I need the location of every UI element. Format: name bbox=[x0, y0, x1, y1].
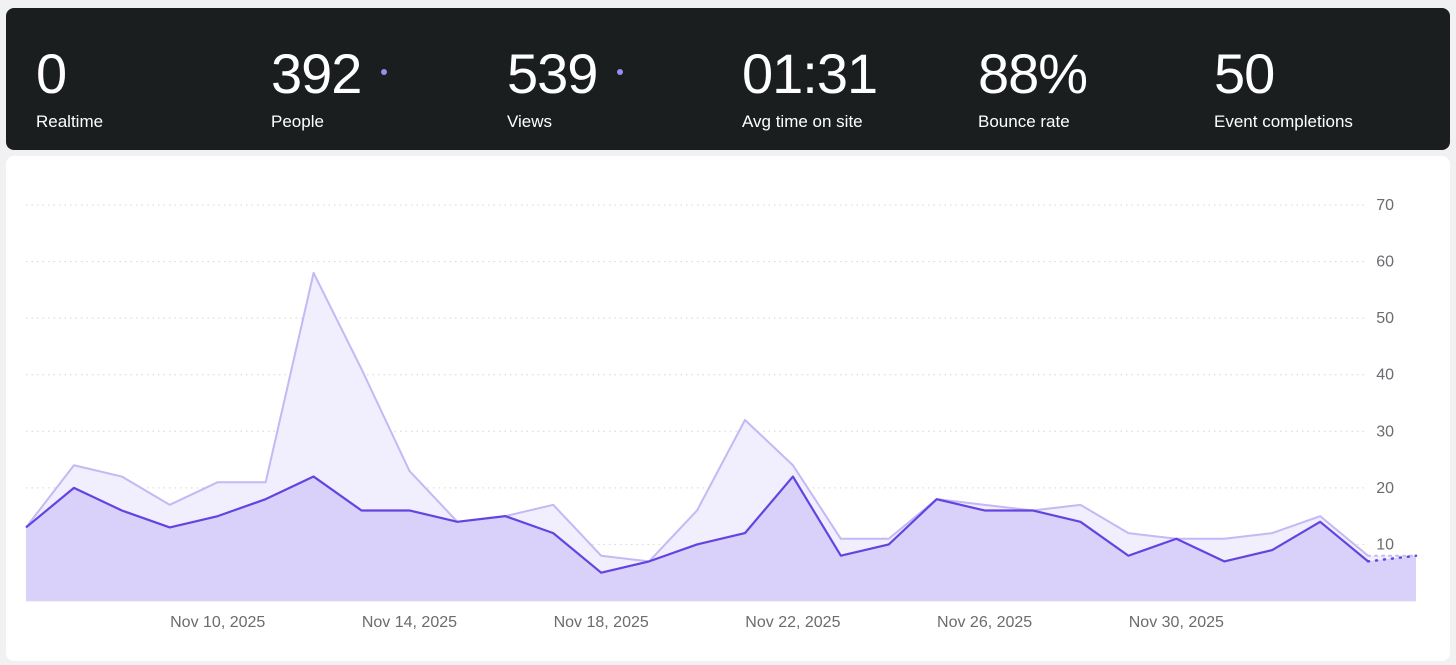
stat-label: Bounce rate bbox=[978, 112, 1070, 131]
people-line bbox=[25, 475, 1369, 574]
stat-value: 0 bbox=[36, 42, 67, 105]
y-tick-label: 60 bbox=[1376, 254, 1394, 271]
stat-label: Event completions bbox=[1214, 112, 1353, 131]
y-tick-label: 40 bbox=[1376, 367, 1394, 384]
x-tick-label: Nov 10, 2025 bbox=[170, 614, 265, 631]
x-tick-label: Nov 26, 2025 bbox=[937, 614, 1032, 631]
stat-label: Realtime bbox=[36, 112, 104, 131]
series-dot-icon bbox=[617, 69, 623, 75]
stat-label: People bbox=[271, 112, 324, 131]
traffic-area-chart[interactable]: 10 20 30 40 50 60 70 Nov 10, 2025 Nov 14, 2025 No… bbox=[6, 156, 1450, 661]
stat-label: Views bbox=[507, 112, 553, 131]
chart-card: 10 20 30 40 50 60 70 Nov 10, 2025 Nov 14, 2025 No… bbox=[6, 156, 1450, 661]
series-dot-icon bbox=[381, 69, 387, 75]
y-tick-label: 30 bbox=[1376, 423, 1394, 440]
y-tick-label: 50 bbox=[1376, 310, 1394, 327]
stat-value: 539 bbox=[507, 42, 598, 105]
y-tick-label: 70 bbox=[1376, 197, 1394, 214]
x-tick-label: Nov 14, 2025 bbox=[362, 614, 457, 631]
y-tick-label: 20 bbox=[1376, 480, 1394, 497]
x-tick-label: Nov 22, 2025 bbox=[745, 614, 840, 631]
x-tick-label: Nov 18, 2025 bbox=[554, 614, 649, 631]
views-line bbox=[25, 271, 1369, 563]
stat-value: 01:31 bbox=[742, 42, 878, 105]
people-line-partial bbox=[1366, 554, 1418, 563]
stat-label: Avg time on site bbox=[742, 112, 863, 131]
stat-value: 88% bbox=[978, 42, 1088, 105]
y-tick-label: 10 bbox=[1376, 536, 1394, 553]
x-tick-label: Nov 30, 2025 bbox=[1129, 614, 1224, 631]
stat-value: 392 bbox=[271, 42, 362, 105]
stat-value: 50 bbox=[1214, 42, 1275, 105]
stats-bar: 0 Realtime 392 People 539 Views 01:31 Av… bbox=[6, 8, 1450, 150]
